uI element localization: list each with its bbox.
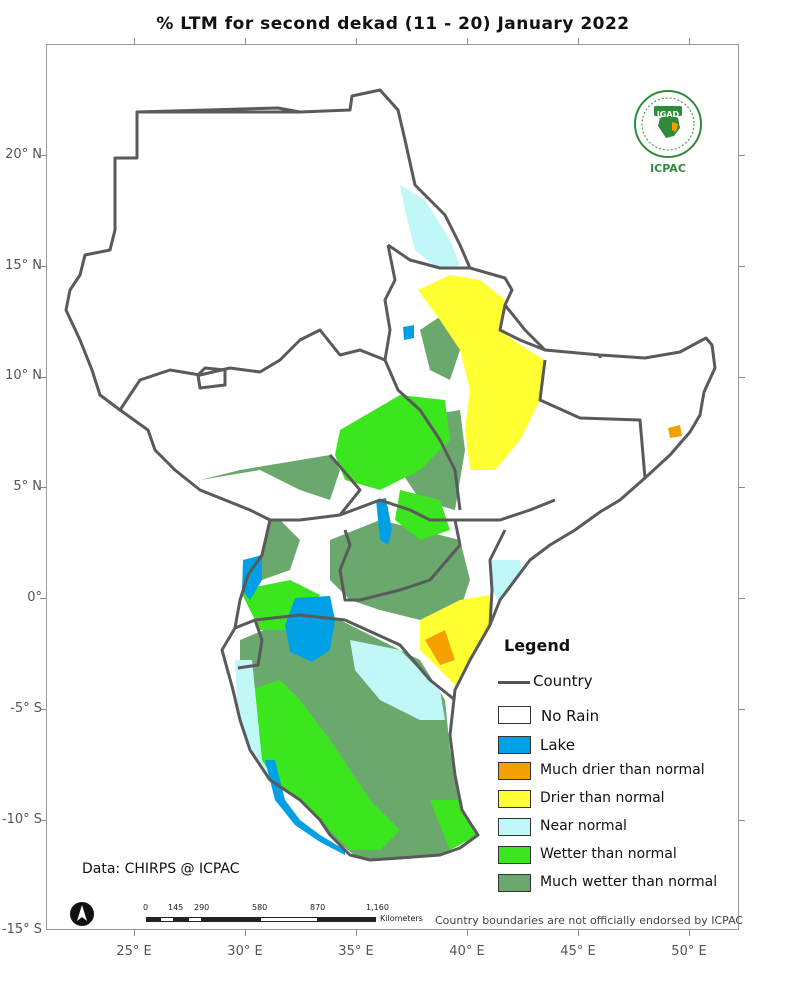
legend-label: No Rain — [541, 707, 600, 725]
legend-swatch — [498, 874, 531, 892]
lat-label-10n: 10° N — [5, 368, 42, 383]
map-frame — [46, 44, 739, 930]
scale-tick-label: 0 — [143, 903, 149, 912]
legend-swatch — [498, 790, 531, 808]
disclaimer-text: Country boundaries are not officially en… — [435, 914, 744, 927]
outline-region — [64, 88, 717, 862]
border-ethiopia-somalia — [538, 359, 647, 479]
zone-drier-ethiopia — [418, 275, 545, 470]
legend-label: Much wetter than normal — [540, 874, 718, 890]
lon-label-45e: 45° E — [560, 944, 596, 959]
scale-tick-label: 290 — [194, 903, 210, 912]
zone-wetter-tz — [250, 680, 400, 850]
zone-drier-kenya — [420, 595, 492, 690]
legend-country-label: Country — [533, 672, 593, 690]
logo-icpac-text: ICPAC — [650, 162, 686, 175]
border-tanzania-west — [254, 613, 346, 622]
legend-title: Legend — [504, 636, 571, 655]
lon-label-35e: 35° E — [338, 944, 374, 959]
legend-label: Lake — [540, 736, 575, 754]
lon-label-40e: 40° E — [449, 944, 485, 959]
zone-wetter-ss — [335, 395, 450, 490]
border-kenya-ethiopia — [455, 498, 556, 522]
zone-much-wetter-west — [200, 455, 340, 500]
legend-label: Near normal — [540, 818, 627, 834]
scale-tick-label: 580 — [252, 903, 268, 912]
legend-label: Drier than normal — [540, 790, 665, 806]
lat-label-15n: 15° N — [5, 258, 42, 273]
scale-tick-label: 870 — [310, 903, 326, 912]
lakes — [242, 325, 414, 855]
lat-label-15s: -15° S — [1, 922, 42, 937]
legend-label: Much drier than normal — [540, 762, 705, 778]
lake-tanganyika — [242, 555, 262, 600]
lake-victoria — [285, 596, 335, 662]
scale-tick-label: 1,160 — [366, 903, 389, 912]
border-eritrea-djibouti — [503, 304, 547, 352]
border-kenya-somalia — [488, 529, 507, 626]
scale-bar: 0 145 290 580 870 1,160 Kilometers — [140, 903, 440, 929]
igad-emblem-icon — [634, 90, 702, 158]
border-sudan-chad-inner — [196, 366, 227, 390]
legend-swatch — [498, 706, 531, 724]
lat-label-5s: -5° S — [10, 701, 42, 716]
scale-tick-label: 145 — [168, 903, 184, 912]
lake-tana — [403, 325, 414, 340]
scale-unit-label: Kilometers — [380, 914, 423, 923]
zone-much-drier-somalia — [668, 425, 682, 438]
legend-swatch — [498, 846, 531, 864]
legend-swatch — [498, 736, 531, 754]
igad-logo: IGAD ICPAC — [632, 88, 704, 178]
border-uganda — [338, 498, 462, 602]
border-kenya-tanzania — [344, 618, 456, 702]
legend-swatch — [498, 818, 531, 836]
map-title: % LTM for second dekad (11 - 20) January… — [156, 14, 630, 34]
border-sudan-south — [118, 244, 397, 411]
lon-label-50e: 50° E — [671, 944, 707, 959]
lake-malawi — [265, 760, 345, 855]
data-credit: Data: CHIRPS @ ICPAC — [82, 861, 240, 877]
zone-near-eritrea — [400, 185, 460, 270]
lat-label-0: 0° — [27, 590, 42, 605]
legend-label: Wetter than normal — [540, 846, 677, 862]
zone-much-wetter-central — [330, 520, 470, 620]
border-rwanda-burundi — [234, 618, 264, 670]
lon-label-30e: 30° E — [227, 944, 263, 959]
country-boundaries — [64, 88, 717, 862]
lat-label-5n: 5° N — [13, 479, 42, 494]
legend-country-swatch — [498, 681, 530, 684]
lon-label-25e: 25° E — [116, 944, 152, 959]
north-arrow-icon — [70, 902, 94, 926]
border-ss-east — [383, 359, 462, 511]
zone-near-kenya — [350, 640, 445, 720]
legend-swatch — [498, 762, 531, 780]
lat-label-10s: -10° S — [1, 812, 42, 827]
border-sudan-ethiopia — [387, 243, 470, 270]
logo-igad-text: IGAD — [656, 110, 680, 119]
lake-turkana — [376, 498, 392, 545]
zone-much-drier-kenya — [425, 630, 455, 665]
lat-label-20n: 20° N — [5, 147, 42, 162]
